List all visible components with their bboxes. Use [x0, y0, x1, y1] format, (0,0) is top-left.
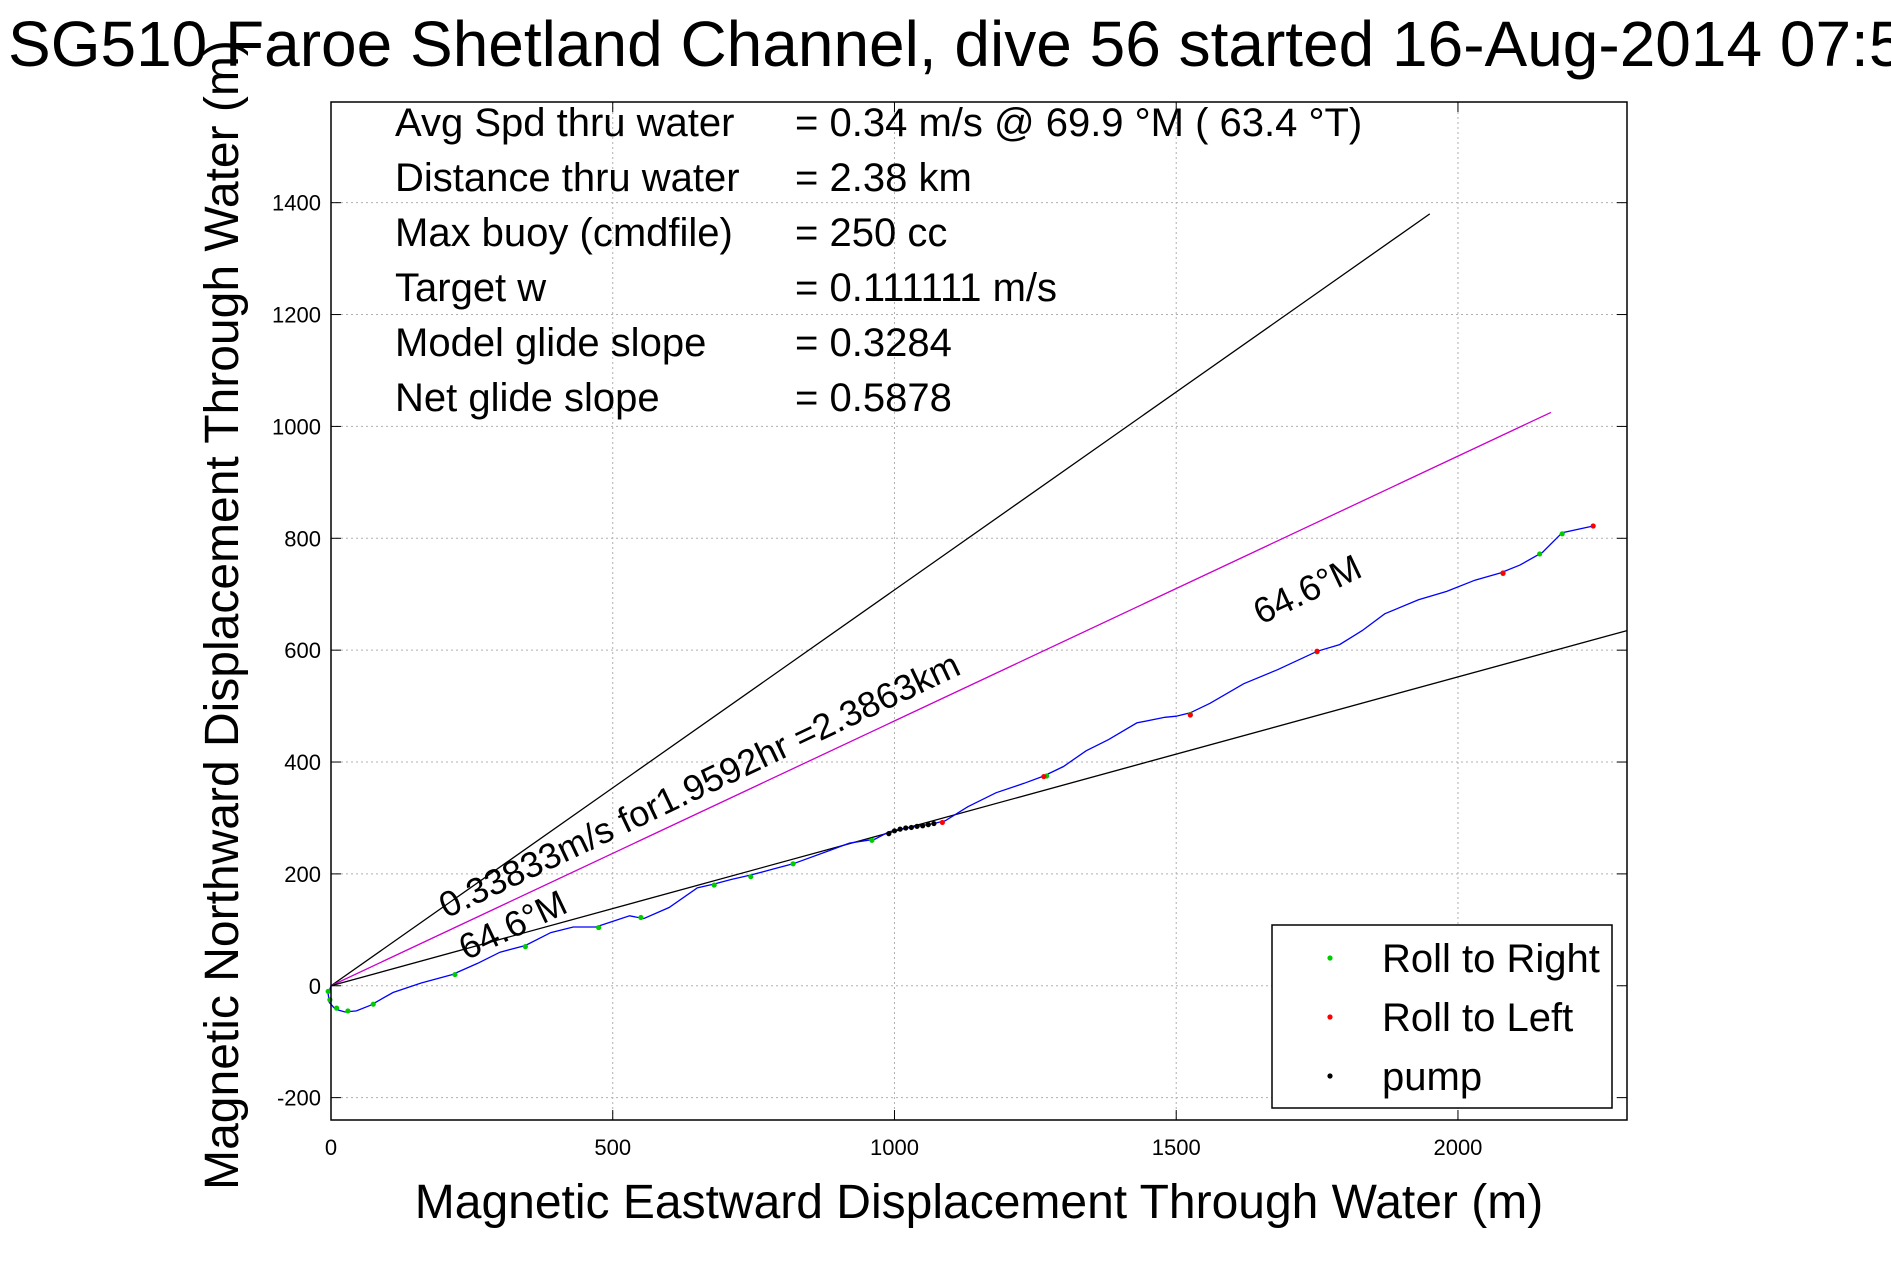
annotation-text: 64.6°M — [1247, 546, 1368, 632]
marker-roll-to-right — [334, 1005, 340, 1011]
marker-pump — [903, 825, 909, 831]
y-tick-label: -200 — [277, 1086, 321, 1111]
marker-pump — [891, 828, 898, 834]
annotation-text: 0.33833m/s for1.9592hr =2.3863km — [432, 644, 966, 926]
marker-roll-to-right — [345, 1008, 351, 1014]
legend-marker — [1327, 1073, 1333, 1079]
y-tick-label: 800 — [284, 526, 321, 551]
info-label: Model glide slope — [395, 321, 706, 365]
marker-roll-to-right — [596, 924, 602, 931]
marker-roll-to-right — [452, 971, 458, 978]
marker-roll-to-right — [522, 944, 529, 950]
marker-roll-to-right — [325, 988, 331, 994]
y-tick-label: 600 — [284, 638, 321, 663]
info-box: Avg Spd thru water = 0.34 m/s @ 69.9 °M (… — [395, 101, 1362, 420]
info-value: = 0.5878 — [795, 376, 952, 420]
legend-label: Roll to Left — [1382, 996, 1573, 1040]
x-axis-label: Magnetic Eastward Displacement Through W… — [415, 1176, 1543, 1229]
marker-pump — [897, 826, 903, 832]
reference-line-lower-bound — [330, 629, 1628, 987]
info-value: = 0.34 m/s @ 69.9 °M ( 63.4 °T) — [795, 101, 1362, 145]
info-label: Max buoy (cmdfile) — [395, 211, 733, 255]
y-axis-label: Magnetic Northward Displacement Through … — [196, 40, 249, 1190]
legend-label: pump — [1382, 1055, 1482, 1099]
marker-roll-to-right — [869, 837, 875, 843]
x-tick-label: 1000 — [870, 1135, 919, 1160]
marker-pump — [920, 823, 926, 829]
info-value: = 0.3284 — [795, 321, 952, 365]
info-value: = 2.38 km — [795, 156, 972, 200]
reference-lines — [330, 213, 1628, 987]
legend-marker — [1327, 955, 1333, 961]
info-label: Target w — [395, 266, 546, 310]
marker-roll-to-right — [370, 1001, 376, 1007]
x-tick-label: 0 — [325, 1135, 337, 1160]
marker-roll-to-right — [1559, 531, 1565, 537]
y-tick-label: 1400 — [272, 191, 321, 216]
marker-pump — [914, 823, 920, 829]
x-axis-ticks: 0 500 1000 1500 2000 — [325, 102, 1482, 1160]
legend-label: Roll to Right — [1382, 937, 1600, 981]
reference-line-upper-bound — [330, 213, 1431, 987]
y-tick-label: 1000 — [272, 414, 321, 439]
marker-roll-to-left — [1187, 712, 1193, 718]
y-tick-label: 200 — [284, 862, 321, 887]
y-axis-ticks: -200 0 200 400 600 800 1000 1200 1400 — [272, 191, 1627, 1111]
legend: Roll to Right Roll to Left pump — [1271, 924, 1613, 1109]
info-value: = 0.111111 m/s — [795, 266, 1057, 310]
chart-title: SG510 Faroe Shetland Channel, dive 56 st… — [8, 8, 1891, 80]
marker-roll-to-right — [638, 914, 644, 921]
plot-frame — [330, 101, 1628, 1121]
marker-pump — [886, 831, 892, 837]
x-tick-label: 2000 — [1433, 1135, 1482, 1160]
info-label: Avg Spd thru water — [395, 101, 734, 145]
marker-roll-to-left — [1314, 648, 1320, 654]
y-tick-label: 1200 — [272, 303, 321, 328]
marker-roll-to-left — [939, 819, 945, 826]
info-label: Distance thru water — [395, 156, 740, 200]
marker-pump — [931, 820, 937, 827]
y-tick-label: 400 — [284, 750, 321, 775]
marker-roll-to-right — [711, 882, 717, 888]
y-tick-label: 0 — [309, 974, 321, 999]
marker-roll-to-right — [1537, 551, 1543, 557]
annotations: 0.33833m/s for1.9592hr =2.3863km64.6°M64… — [432, 546, 1367, 968]
marker-roll-to-left — [1590, 523, 1596, 529]
marker-roll-to-right — [748, 874, 754, 880]
marker-pump — [908, 824, 914, 831]
x-tick-label: 500 — [594, 1135, 631, 1160]
info-label: Net glide slope — [395, 376, 660, 420]
legend-marker — [1327, 1014, 1333, 1020]
x-tick-label: 1500 — [1152, 1135, 1201, 1160]
marker-roll-to-left — [1500, 570, 1506, 576]
marker-roll-to-right — [790, 861, 796, 867]
info-value: = 250 cc — [795, 211, 947, 255]
marker-roll-to-left — [1041, 773, 1047, 780]
marker-pump — [925, 822, 931, 828]
reference-line-course — [330, 411, 1552, 987]
